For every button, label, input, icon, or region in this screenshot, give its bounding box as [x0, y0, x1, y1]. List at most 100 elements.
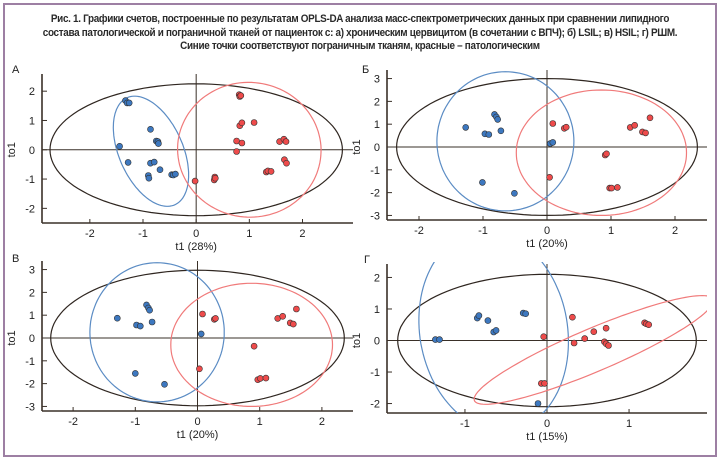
panel-3: В -2 -1 0 1 2 -3 -2 -1 0 1 2 3 t1 (20%) to1 [6, 253, 353, 441]
data-point-blue [172, 170, 179, 178]
y-tick-label: 0 [374, 142, 380, 154]
data-point-red [646, 114, 654, 122]
x-tick-label: 2 [299, 228, 305, 240]
panel-2: Б -2 -1 0 1 2 -3 -2 -1 0 1 2 3 t1 (20%) to1 [351, 64, 707, 250]
series-blue [462, 111, 557, 197]
data-point-red [546, 174, 553, 181]
y-tick-label: 1 [374, 119, 380, 131]
data-point-blue [147, 126, 154, 133]
series-red [191, 91, 290, 185]
x-tick-label: 1 [246, 228, 252, 240]
y-tick-label: 2 [29, 86, 35, 98]
data-point-red [293, 305, 300, 313]
data-point-red [238, 139, 246, 147]
data-point-blue [116, 143, 123, 150]
data-point-blue [497, 127, 505, 135]
x-tick-label: 0 [194, 416, 200, 428]
x-axis-title: t1 (28%) [175, 241, 217, 253]
y-tick-label: 3 [374, 74, 380, 86]
data-point-blue [511, 190, 518, 197]
data-point-blue [155, 140, 162, 147]
panel-4: Г -1 0 1 -2 -1 0 1 2 t1 (15%) to1 [351, 254, 707, 443]
y-tick-label: 0 [29, 333, 35, 345]
data-point-red [238, 119, 246, 127]
data-point-red [237, 92, 245, 99]
data-point-red [199, 310, 206, 318]
panel-letter: А [12, 64, 20, 76]
series-red [546, 114, 654, 192]
ellipse-blue-group [436, 71, 575, 212]
data-point-blue [146, 306, 153, 314]
ellipses [395, 71, 699, 217]
x-tick-label: 1 [257, 416, 263, 428]
y-axis-title: to1 [6, 330, 18, 345]
data-point-blue [197, 330, 205, 338]
data-point-blue [132, 370, 139, 377]
data-point-red [212, 315, 219, 322]
y-tick-label: 2 [374, 96, 380, 108]
data-point-red [196, 365, 203, 373]
x-tick-label: -2 [85, 228, 95, 240]
ellipse-red-group [177, 81, 322, 218]
ellipse-red-group [170, 282, 334, 407]
data-point-red [540, 333, 548, 341]
data-point-red [541, 380, 548, 387]
x-axis-title: t1 (15%) [526, 431, 568, 443]
ellipse-blue-group [112, 95, 190, 207]
ellipses [49, 81, 344, 218]
y-axis-title: to1 [351, 139, 363, 154]
y-tick-label: -2 [370, 188, 380, 200]
data-point-red [645, 321, 653, 329]
data-point-red [549, 120, 557, 127]
ellipses [50, 262, 345, 407]
ellipses [397, 262, 707, 413]
series-blue [116, 97, 179, 182]
x-tick-label: 2 [672, 225, 678, 237]
ellipse-blue-group [89, 262, 225, 403]
data-point-red [581, 335, 589, 342]
data-point-blue [436, 336, 443, 343]
y-tick-label: -1 [25, 356, 35, 368]
x-tick-label: 0 [544, 225, 550, 237]
y-tick-label: -3 [370, 210, 380, 222]
panel-1: А -2 -1 0 1 2 -2 -1 0 1 2 t1 (28%) to1 [6, 64, 353, 253]
y-tick-label: 2 [374, 272, 380, 284]
ellipse-model-95 [397, 273, 697, 408]
y-tick-label: 1 [29, 310, 35, 322]
data-point-red [212, 174, 219, 182]
data-point-blue [462, 124, 470, 131]
data-point-red [250, 342, 258, 350]
data-point-red [602, 324, 610, 332]
data-point-red [590, 328, 598, 336]
data-point-blue [522, 310, 530, 318]
series-blue [432, 309, 542, 407]
y-tick-label: -2 [25, 379, 35, 391]
data-point-blue [124, 159, 132, 166]
x-tick-label: -1 [478, 225, 488, 237]
data-point-red [603, 150, 610, 158]
data-point-blue [125, 99, 133, 107]
data-point-blue [549, 139, 557, 146]
y-tick-label: 2 [29, 287, 35, 299]
y-tick-label: 0 [374, 336, 380, 348]
data-point-red [267, 168, 275, 175]
x-tick-label: -1 [460, 418, 470, 430]
data-point-red [233, 148, 240, 155]
y-tick-label: 3 [29, 265, 35, 277]
y-tick-label: 0 [29, 145, 35, 157]
x-tick-label: -2 [68, 416, 78, 428]
ellipse-blue-group [418, 262, 569, 413]
y-tick-label: -2 [25, 203, 35, 215]
data-point-blue [161, 380, 168, 388]
data-point-red [191, 177, 199, 185]
ellipse-model-95 [395, 77, 699, 217]
data-point-blue [156, 166, 164, 173]
series-red [196, 305, 300, 384]
x-tick-label: -2 [414, 225, 424, 237]
data-point-red [642, 129, 649, 137]
data-point-red [256, 375, 264, 382]
y-tick-label: -1 [370, 367, 380, 379]
data-point-red [614, 184, 621, 191]
ellipse-red-group [515, 89, 688, 216]
